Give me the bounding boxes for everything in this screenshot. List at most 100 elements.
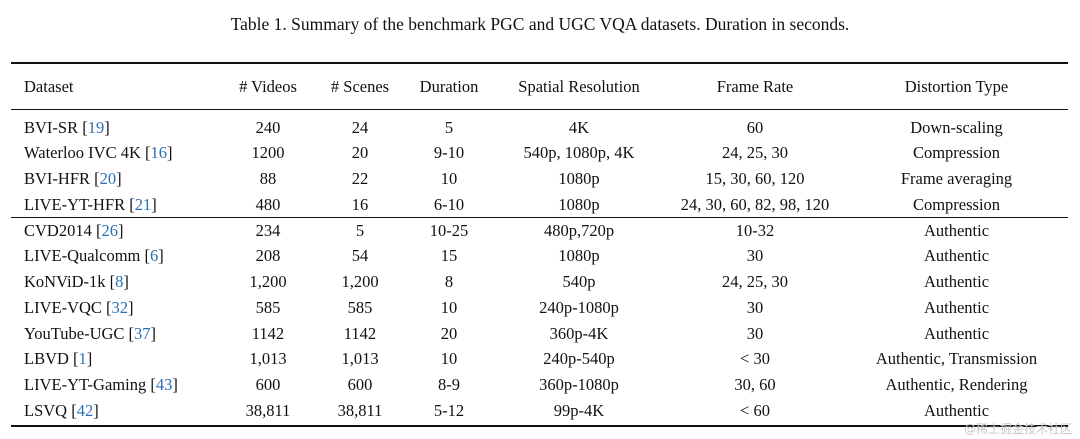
dataset-name: LIVE-YT-HFR [24, 194, 126, 214]
distortion-type-cell: Authentic [923, 272, 990, 292]
duration-cell: 6-10 [433, 194, 465, 214]
table-top-rule [11, 62, 1068, 64]
scenes-cell: 24 [351, 117, 369, 137]
scenes-cell: 22 [351, 168, 369, 188]
scenes-cell: 600 [347, 375, 373, 395]
citation-link[interactable]: 32 [111, 297, 129, 317]
pgc-group: BVI-SR [19] 240 24 5 4K 60 Down-scaling Waterlo… [11, 109, 1068, 218]
table-caption: Table 1. Summary of the benchmark PGC an… [230, 14, 850, 34]
distortion-type-cell: Frame averaging [900, 168, 1013, 188]
scenes-cell: 20 [351, 142, 369, 162]
spatial-resolution-cell: 240p-1080p [539, 297, 619, 317]
scenes-cell: 54 [351, 246, 369, 266]
videos-cell: 1,013 [249, 349, 287, 369]
frame-rate-cell: 30, 60 [734, 375, 776, 395]
citation-link[interactable]: 43 [155, 375, 173, 395]
distortion-type-cell: Compression [912, 194, 1001, 214]
spatial-resolution-cell: 1080p [558, 246, 600, 266]
duration-cell: 10 [440, 168, 458, 188]
dataset-name: YouTube-UGC [24, 323, 125, 343]
table-row: LSVQ [42] 38,811 38,811 5-12 99p-4K < 60 Authe… [11, 398, 1068, 424]
dataset-name-cell: LIVE-YT-HFR [21] [24, 194, 157, 214]
dataset-name-cell: BVI-HFR [20] [24, 168, 122, 188]
ugc-group: CVD2014 [26] 234 5 10-25 480p,720p 10-32 Authe… [11, 218, 1068, 424]
citation-link[interactable]: 20 [99, 168, 117, 188]
table-row: BVI-HFR [20] 88 22 10 1080p 15, 30, 60, 120 Fr… [11, 166, 1068, 192]
duration-cell: 8-9 [438, 375, 460, 395]
frame-rate-cell: 15, 30, 60, 120 [705, 168, 805, 188]
citation-link[interactable]: 16 [150, 142, 168, 162]
citation-link[interactable]: 42 [76, 401, 94, 421]
videos-cell: 600 [255, 375, 281, 395]
citation-link[interactable]: 19 [87, 117, 105, 137]
videos-cell: 1200 [251, 142, 285, 162]
dataset-name: LBVD [24, 349, 69, 369]
header-dataset: Dataset [24, 76, 74, 96]
duration-cell: 8 [444, 272, 454, 292]
citation-link[interactable]: 21 [134, 194, 152, 214]
frame-rate-cell: 10-32 [735, 221, 775, 241]
dataset-name-cell: LIVE-YT-Gaming [43] [24, 375, 178, 395]
frame-rate-cell: < 30 [740, 349, 770, 369]
distortion-type-cell: Authentic, Rendering [885, 375, 1028, 395]
videos-cell: 38,811 [245, 401, 291, 421]
frame-rate-cell: 30 [746, 323, 764, 343]
distortion-type-cell: Authentic [923, 297, 990, 317]
citation-link[interactable]: 37 [134, 323, 151, 343]
table-bottom-rule [11, 425, 1068, 427]
citation-link[interactable]: 6 [150, 246, 159, 266]
spatial-resolution-cell: 4K [568, 117, 590, 137]
citation-link[interactable]: 26 [101, 221, 118, 241]
dataset-name: KoNViD-1k [24, 272, 106, 292]
distortion-type-cell: Down-scaling [910, 117, 1003, 137]
videos-cell: 234 [255, 221, 281, 241]
distortion-type-cell: Authentic [923, 323, 990, 343]
table-row: LIVE-YT-Gaming [43] 600 600 8-9 360p-1080p 30… [11, 372, 1068, 398]
group-separator-rule [11, 217, 1068, 218]
frame-rate-cell: 24, 25, 30 [722, 142, 788, 162]
scenes-cell: 1142 [343, 323, 377, 343]
header-duration: Duration [419, 76, 479, 96]
scenes-cell: 585 [347, 297, 373, 317]
duration-cell: 20 [440, 323, 458, 343]
spatial-resolution-cell: 540p [562, 272, 596, 292]
spatial-resolution-cell: 540p, 1080p, 4K [523, 142, 635, 162]
dataset-name: LSVQ [24, 401, 68, 421]
scenes-cell: 5 [355, 221, 365, 241]
header-videos: # Videos [239, 76, 297, 96]
dataset-name-cell: LIVE-Qualcomm [6] [24, 246, 164, 266]
table-row: LIVE-YT-HFR [21] 480 16 6-10 1080p 24, 30, 60… [11, 192, 1068, 218]
frame-rate-cell: < 60 [740, 401, 770, 421]
frame-rate-cell: 30 [746, 246, 764, 266]
table-row: LIVE-VQC [32] 585 585 10 240p-1080p 30 Authent… [11, 295, 1068, 321]
videos-cell: 88 [259, 168, 277, 188]
dataset-name: LIVE-VQC [24, 297, 102, 317]
header-scenes: # Scenes [330, 76, 390, 96]
duration-cell: 9-10 [433, 142, 465, 162]
table-row: YouTube-UGC [37] 1142 1142 20 360p-4K 30 Authe… [11, 321, 1068, 347]
dataset-name: LIVE-Qualcomm [24, 246, 141, 266]
spatial-resolution-cell: 480p,720p [543, 221, 615, 241]
spatial-resolution-cell: 99p-4K [553, 401, 605, 421]
spatial-resolution-cell: 360p-4K [549, 323, 609, 343]
citation-link[interactable]: 8 [115, 272, 124, 292]
videos-cell: 240 [255, 117, 281, 137]
duration-cell: 10 [440, 349, 458, 369]
citation-link[interactable]: 1 [78, 349, 87, 369]
spatial-resolution-cell: 240p-540p [543, 349, 615, 369]
watermark: @稀土掘金技术社区 [963, 422, 1072, 436]
dataset-name: Waterloo IVC 4K [24, 142, 141, 162]
distortion-type-cell: Authentic [923, 246, 990, 266]
duration-cell: 5 [444, 117, 454, 137]
dataset-name-cell: LIVE-VQC [32] [24, 297, 134, 317]
table-row: Waterloo IVC 4K [16] 1200 20 9-10 540p, 1080… [11, 140, 1068, 166]
distortion-type-cell: Authentic [923, 221, 990, 241]
scenes-cell: 38,811 [337, 401, 383, 421]
frame-rate-cell: 60 [746, 117, 764, 137]
table-row: KoNViD-1k [8] 1,200 1,200 8 540p 24, 25, 30 Au… [11, 269, 1068, 295]
dataset-name-cell: YouTube-UGC [37] [24, 323, 157, 343]
dataset-name: BVI-HFR [24, 168, 91, 188]
table-row: BVI-SR [19] 240 24 5 4K 60 Down-scaling [11, 109, 1068, 140]
header-row: Dataset # Videos # Scenes Duration Spati… [11, 64, 1068, 109]
header-spatial-resolution: Spatial Resolution [518, 76, 640, 96]
